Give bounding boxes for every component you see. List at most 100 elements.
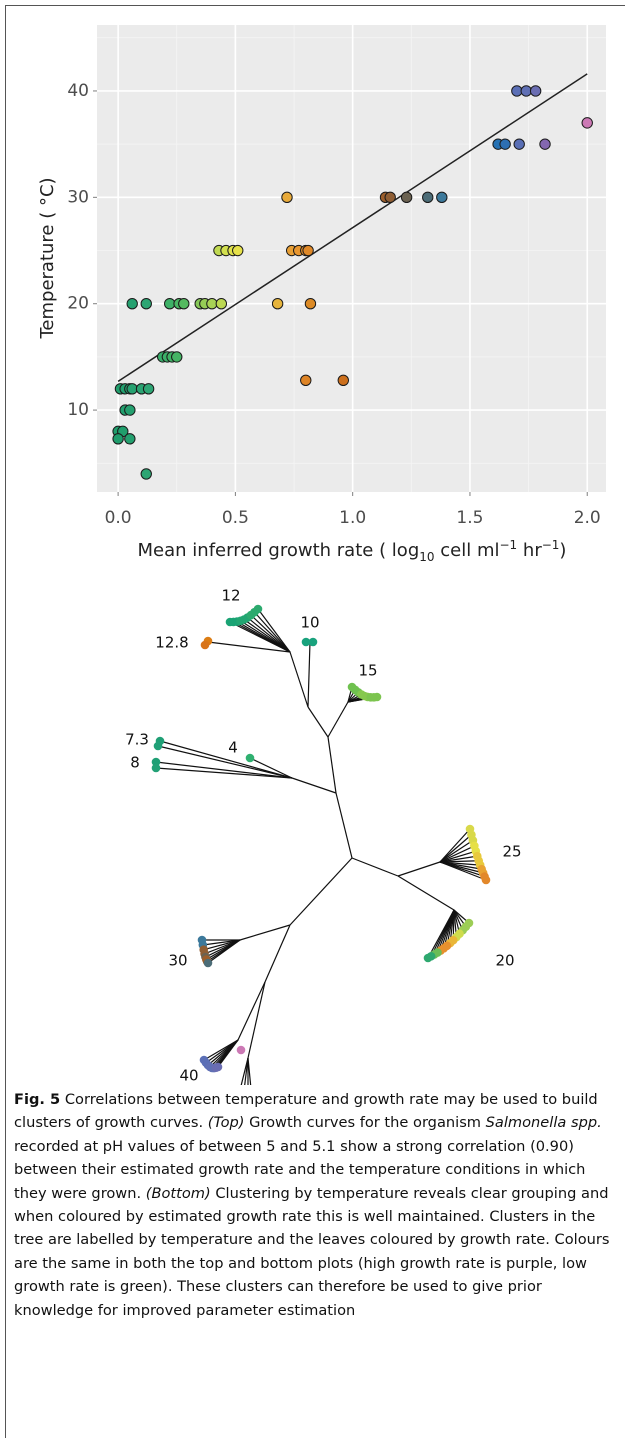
trend-line	[117, 73, 588, 382]
x-label-part: hr	[517, 540, 542, 561]
tree-edge	[439, 839, 474, 863]
tree-edge	[247, 617, 291, 653]
point	[436, 191, 448, 204]
x-label-part: cell ml	[435, 540, 500, 561]
caption-italic: (Bottom)	[145, 1184, 211, 1202]
y-tick-label: 40	[67, 81, 89, 101]
cluster-label: 15	[358, 662, 377, 680]
tree-edge	[240, 1057, 249, 1085]
x-tick-label: 1.5	[456, 508, 483, 528]
point	[281, 191, 293, 204]
caption-text: recorded at pH values of between 5 and 5…	[14, 1137, 586, 1202]
x-tick-label: 1.0	[339, 508, 366, 528]
leaf	[236, 1045, 246, 1055]
point	[384, 191, 396, 204]
y-tick-label: 10	[67, 400, 89, 420]
y-tick-label: 30	[67, 187, 89, 207]
tree-edge	[155, 767, 293, 779]
point	[529, 85, 542, 97]
caption-text: Clustering by temperature reveals clear …	[14, 1184, 610, 1319]
tree-edge	[439, 850, 476, 863]
point	[124, 433, 136, 445]
leaf	[301, 637, 311, 647]
leaf	[153, 741, 163, 751]
caption: Fig. 5 Correlations between temperature …	[14, 1088, 614, 1322]
cluster-label: 7.3	[125, 731, 149, 749]
tree-edge	[427, 909, 455, 959]
point	[140, 468, 152, 480]
caption-italic: Salmonella spp.	[485, 1114, 602, 1132]
x-label-part: Mean inferred growth rate ( log	[138, 540, 420, 561]
tree-edge	[351, 857, 399, 877]
frame	[5, 5, 625, 1438]
tree-edge	[289, 651, 309, 708]
leaf	[213, 1062, 223, 1072]
point	[215, 298, 228, 310]
leaf	[151, 763, 161, 773]
figure-graphics: Temperature ( °C) Mean inferred growth r…	[37, 25, 606, 1086]
tree-edge	[397, 861, 441, 877]
tree-edge	[207, 939, 241, 964]
tree-edge	[335, 792, 353, 859]
plot-panel	[97, 25, 606, 492]
x-label-part: −1	[542, 538, 560, 552]
tree-edge	[249, 757, 293, 779]
point	[302, 244, 314, 257]
y-axis-label: Temperature ( °C)	[37, 177, 58, 339]
grid	[97, 25, 606, 492]
tree-edge	[159, 740, 293, 779]
tree-edge	[307, 641, 311, 708]
leaf	[245, 753, 255, 763]
leaf	[203, 958, 213, 968]
cluster-label: 4	[228, 739, 238, 757]
tree-edge	[439, 861, 487, 881]
tree-edge	[237, 981, 266, 1041]
point	[520, 85, 532, 97]
point	[164, 298, 176, 310]
tree-edge	[397, 875, 455, 911]
point	[126, 383, 138, 395]
tree-edge	[202, 939, 241, 946]
leaf	[253, 604, 263, 614]
tree-edge	[243, 619, 291, 653]
point	[232, 244, 244, 257]
leaf	[372, 692, 382, 702]
y-tick-label: 20	[67, 294, 89, 314]
cluster-label: 37	[215, 1084, 234, 1086]
leaf	[200, 640, 210, 650]
points	[112, 73, 593, 480]
point	[400, 191, 413, 204]
point	[304, 298, 317, 310]
tree-edge	[247, 981, 266, 1059]
point	[581, 117, 593, 129]
leaf	[308, 637, 318, 647]
tree-edge	[239, 924, 291, 941]
point	[124, 404, 136, 416]
x-label-part: )	[559, 540, 566, 561]
tree-edge	[439, 845, 475, 863]
tree-edge	[289, 857, 353, 926]
cluster-label: 12	[221, 587, 240, 605]
x-tick-label: 0.5	[222, 508, 249, 528]
cluster-label: 10	[300, 614, 319, 632]
leaf	[481, 875, 491, 885]
x-label-part: −1	[499, 538, 517, 552]
tree-edge	[157, 745, 293, 779]
leaf	[423, 953, 433, 963]
tree-edge	[439, 861, 481, 866]
tree-edge	[250, 614, 291, 653]
point	[511, 85, 523, 97]
cluster-label: 8	[130, 754, 140, 772]
leaf	[151, 757, 161, 767]
point	[178, 298, 190, 310]
cluster-label: 12.8	[155, 634, 188, 652]
caption-text: Growth curves for the organism	[244, 1114, 486, 1132]
tree-edge	[439, 834, 472, 863]
tree-edge	[207, 641, 291, 653]
cluster-label: 20	[495, 952, 514, 970]
tree-edge	[217, 1039, 239, 1068]
tree-edge	[257, 608, 291, 653]
cluster-label: 25	[502, 843, 521, 861]
